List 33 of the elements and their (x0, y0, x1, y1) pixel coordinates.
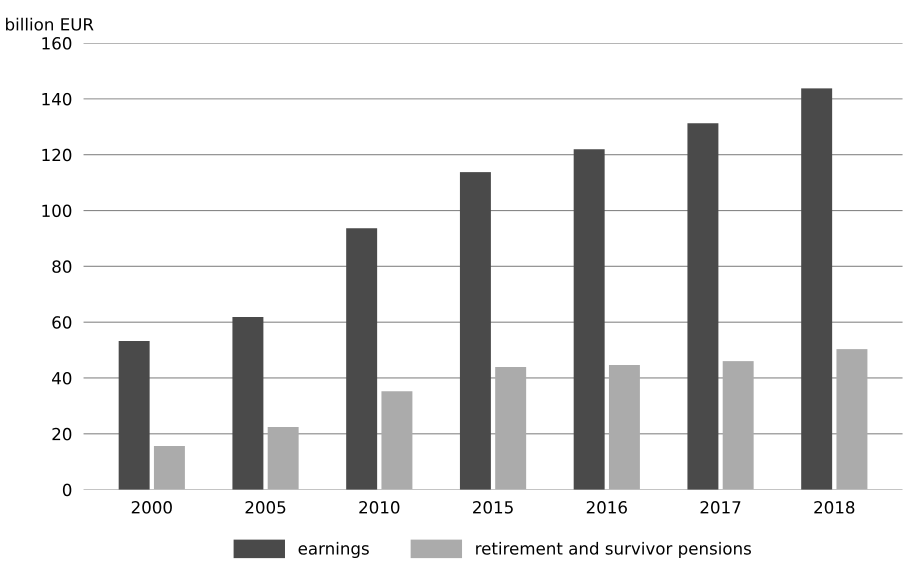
bar (346, 228, 378, 490)
x-tick-label: 2010 (359, 501, 400, 514)
bar (495, 366, 526, 490)
y-tick-label: 60 (52, 316, 72, 329)
x-tick-label: 2000 (132, 501, 172, 514)
y-tick-label: 40 (52, 372, 72, 385)
x-tick-label: 2016 (586, 501, 627, 514)
bar (608, 365, 640, 490)
y-axis-title: billion EUR (6, 18, 94, 31)
y-tick-label: 20 (52, 428, 72, 440)
legend-label: retirement and survivor pensions (476, 542, 751, 558)
y-tick-label: 0 (62, 484, 72, 496)
bar (801, 88, 832, 490)
y-tick-label: 120 (42, 148, 72, 162)
bar (687, 123, 718, 490)
bar (232, 316, 264, 490)
y-tick-label: 100 (42, 204, 72, 218)
legend-label: earnings (298, 542, 369, 558)
x-tick-label: 2015 (473, 501, 513, 514)
bar (118, 341, 150, 490)
bar (722, 361, 754, 490)
y-tick-label: 80 (52, 260, 72, 273)
bar (381, 391, 412, 490)
bar (836, 349, 868, 490)
x-tick-label: 2005 (246, 501, 286, 514)
bar (154, 446, 185, 490)
x-tick-label: 2018 (814, 501, 854, 514)
x-tick-label: 2017 (700, 501, 740, 514)
bar (460, 172, 491, 490)
y-tick-label: 160 (42, 37, 72, 50)
bar (268, 426, 299, 490)
bar (574, 149, 605, 490)
y-tick-label: 140 (42, 92, 72, 106)
